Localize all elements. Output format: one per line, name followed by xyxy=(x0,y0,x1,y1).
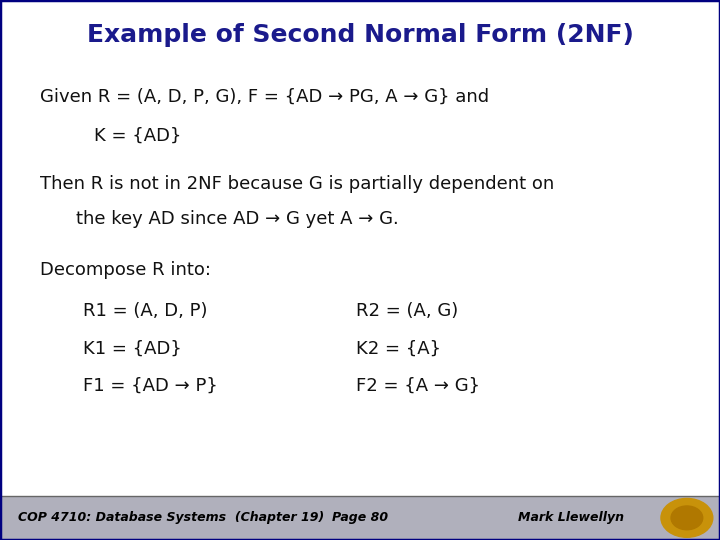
Text: Decompose R into:: Decompose R into: xyxy=(40,261,210,279)
Text: K2 = {A}: K2 = {A} xyxy=(356,339,441,357)
Circle shape xyxy=(661,498,713,537)
Text: Page 80: Page 80 xyxy=(332,511,388,524)
Text: Then R is not in 2NF because G is partially dependent on: Then R is not in 2NF because G is partia… xyxy=(40,174,554,193)
Text: Mark Llewellyn: Mark Llewellyn xyxy=(518,511,624,524)
FancyBboxPatch shape xyxy=(0,0,720,496)
Text: Given R = (A, D, P, G), F = {AD → PG, A → G} and: Given R = (A, D, P, G), F = {AD → PG, A … xyxy=(40,88,489,106)
Text: F1 = {AD → P}: F1 = {AD → P} xyxy=(83,377,217,395)
Text: COP 4710: Database Systems  (Chapter 19): COP 4710: Database Systems (Chapter 19) xyxy=(18,511,324,524)
Text: F2 = {A → G}: F2 = {A → G} xyxy=(356,377,480,395)
Circle shape xyxy=(671,506,703,530)
Text: the key AD since AD → G yet A → G.: the key AD since AD → G yet A → G. xyxy=(76,210,398,228)
FancyBboxPatch shape xyxy=(0,496,720,540)
Text: R2 = (A, G): R2 = (A, G) xyxy=(356,301,459,320)
Text: K1 = {AD}: K1 = {AD} xyxy=(83,339,181,357)
Text: K = {AD}: K = {AD} xyxy=(94,127,181,145)
Text: Example of Second Normal Form (2NF): Example of Second Normal Form (2NF) xyxy=(86,23,634,47)
Text: R1 = (A, D, P): R1 = (A, D, P) xyxy=(83,301,207,320)
